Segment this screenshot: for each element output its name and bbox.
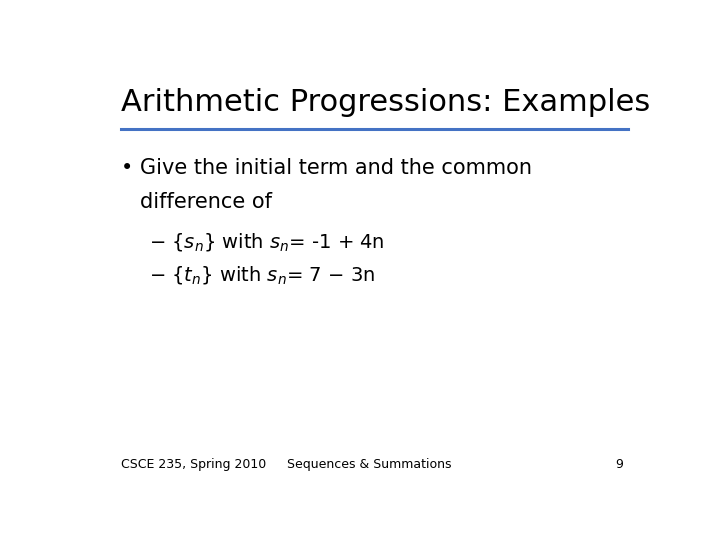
Text: •: •: [121, 158, 133, 178]
Text: Give the initial term and the common: Give the initial term and the common: [140, 158, 532, 178]
Text: Arithmetic Progressions: Examples: Arithmetic Progressions: Examples: [121, 87, 650, 117]
Text: CSCE 235, Spring 2010: CSCE 235, Spring 2010: [121, 458, 266, 471]
Text: difference of: difference of: [140, 192, 272, 212]
Text: 9: 9: [615, 458, 623, 471]
Text: Sequences & Summations: Sequences & Summations: [287, 458, 451, 471]
Text: $-$ {$t_n$} with $s_n$= 7 $-$ 3n: $-$ {$t_n$} with $s_n$= 7 $-$ 3n: [148, 265, 374, 286]
Text: $-$ {$s_n$} with $s_n$= -1 + 4n: $-$ {$s_n$} with $s_n$= -1 + 4n: [148, 231, 384, 253]
